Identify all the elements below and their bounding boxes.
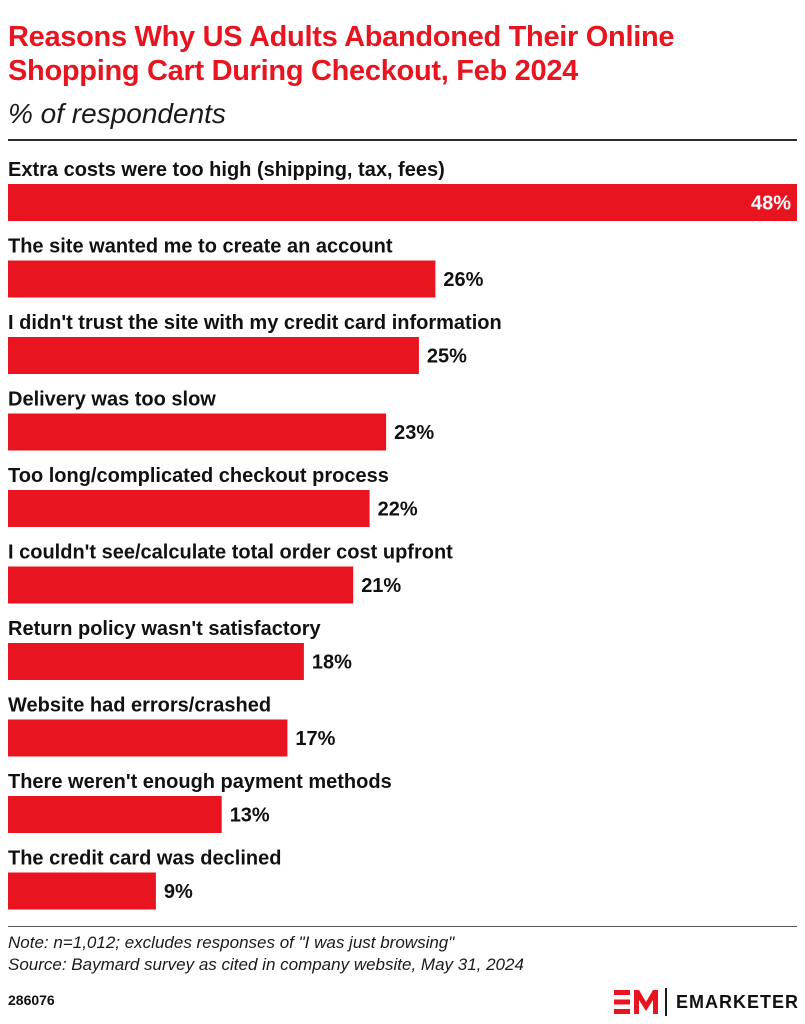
category-label: Too long/complicated checkout process	[8, 465, 389, 487]
value-label: 23%	[394, 422, 434, 444]
category-label: Delivery was too slow	[8, 389, 216, 411]
category-label: The credit card was declined	[8, 848, 281, 870]
brand-divider	[664, 988, 667, 1016]
category-label: I couldn't see/calculate total order cos…	[8, 542, 453, 564]
chart-title: Reasons Why US Adults Abandoned Their On…	[8, 21, 675, 87]
top-divider	[8, 139, 797, 141]
chart-subtitle: % of respondents	[8, 98, 226, 129]
chart-id: 286076	[8, 992, 55, 1008]
bottom-divider	[8, 926, 797, 927]
value-label: 9%	[164, 881, 193, 903]
value-label: 13%	[230, 805, 270, 827]
category-label: Website had errors/crashed	[8, 695, 271, 717]
bar	[8, 566, 354, 604]
category-label: The site wanted me to create an account	[8, 236, 393, 258]
bar	[8, 490, 370, 527]
em-logo-icon	[613, 990, 658, 1014]
bar	[8, 796, 222, 833]
value-label: 22%	[378, 499, 418, 521]
bar	[8, 719, 288, 757]
bar	[8, 337, 419, 374]
bar	[8, 872, 156, 910]
value-label: 18%	[312, 652, 352, 674]
category-label: Extra costs were too high (shipping, tax…	[8, 159, 445, 181]
bar	[8, 184, 797, 221]
chart-note: Note: n=1,012; excludes responses of "I …	[8, 933, 455, 952]
value-label: 17%	[295, 728, 335, 750]
bar-chart: Extra costs were too high (shipping, tax…	[8, 159, 797, 910]
value-label: 48%	[751, 193, 791, 215]
bar	[8, 643, 304, 680]
category-label: There weren't enough payment methods	[8, 771, 392, 793]
brand-name: EMARKETER	[675, 991, 799, 1012]
bar	[8, 413, 387, 451]
value-label: 25%	[427, 346, 467, 368]
value-label: 21%	[361, 575, 401, 597]
chart-source: Source: Baymard survey as cited in compa…	[8, 955, 524, 974]
category-label: Return policy wasn't satisfactory	[8, 618, 321, 640]
value-label: 26%	[443, 269, 483, 291]
brand-logo: EMARKETER	[613, 986, 799, 1018]
bar	[8, 260, 436, 298]
category-label: I didn't trust the site with my credit c…	[8, 312, 502, 334]
